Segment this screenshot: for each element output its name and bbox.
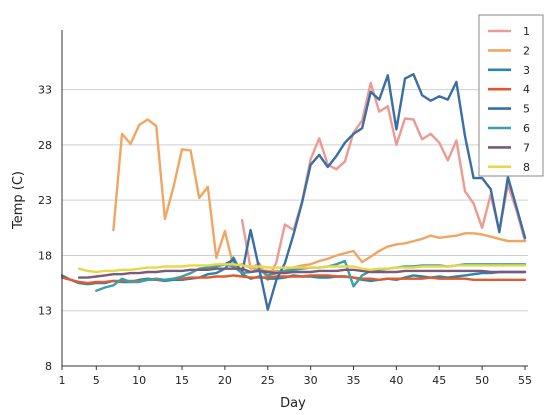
legend-label-3: 3 <box>523 64 530 77</box>
legend-label-5: 5 <box>523 103 530 116</box>
x-tick-label: 20 <box>218 374 232 387</box>
x-axis-label: Day <box>280 396 306 411</box>
series-line-8 <box>77 263 527 274</box>
legend-label-7: 7 <box>523 141 530 154</box>
legend: 1 2 3 4 5 6 7 8 <box>478 14 544 177</box>
legend-label-1: 1 <box>523 25 530 38</box>
legend-label-4: 4 <box>523 83 530 96</box>
y-tick-label: 18 <box>38 249 52 262</box>
x-tick-label: 35 <box>347 374 361 387</box>
x-tick-label: 15 <box>175 374 189 387</box>
legend-label-8: 8 <box>523 161 530 174</box>
series-lines <box>60 72 527 311</box>
axes <box>61 30 528 370</box>
y-tick-label: 28 <box>38 139 52 152</box>
legend-box <box>478 14 544 177</box>
series-line-2 <box>112 118 527 273</box>
x-tick-label: 50 <box>475 374 489 387</box>
x-tick-label: 1 <box>59 374 66 387</box>
x-tick-label: 30 <box>304 374 318 387</box>
x-tick-label: 40 <box>389 374 403 387</box>
x-tick-label: 25 <box>261 374 275 387</box>
legend-label-6: 6 <box>523 122 530 135</box>
series-line-7 <box>77 267 527 279</box>
gridlines <box>62 89 528 312</box>
x-tick-label: 10 <box>132 374 146 387</box>
legend-label-2: 2 <box>523 44 530 57</box>
y-tick-label: 13 <box>38 305 52 318</box>
y-tick-label: 8 <box>45 360 52 373</box>
x-tick-label: 55 <box>518 374 532 387</box>
y-tick-label: 23 <box>38 194 52 207</box>
x-tick-label: 45 <box>432 374 446 387</box>
series-line-5 <box>215 72 527 311</box>
y-axis-label: Temp (C) <box>11 171 26 230</box>
x-tick-label: 5 <box>93 374 100 387</box>
series-line-1 <box>240 81 527 281</box>
y-tick-label: 33 <box>38 84 52 97</box>
